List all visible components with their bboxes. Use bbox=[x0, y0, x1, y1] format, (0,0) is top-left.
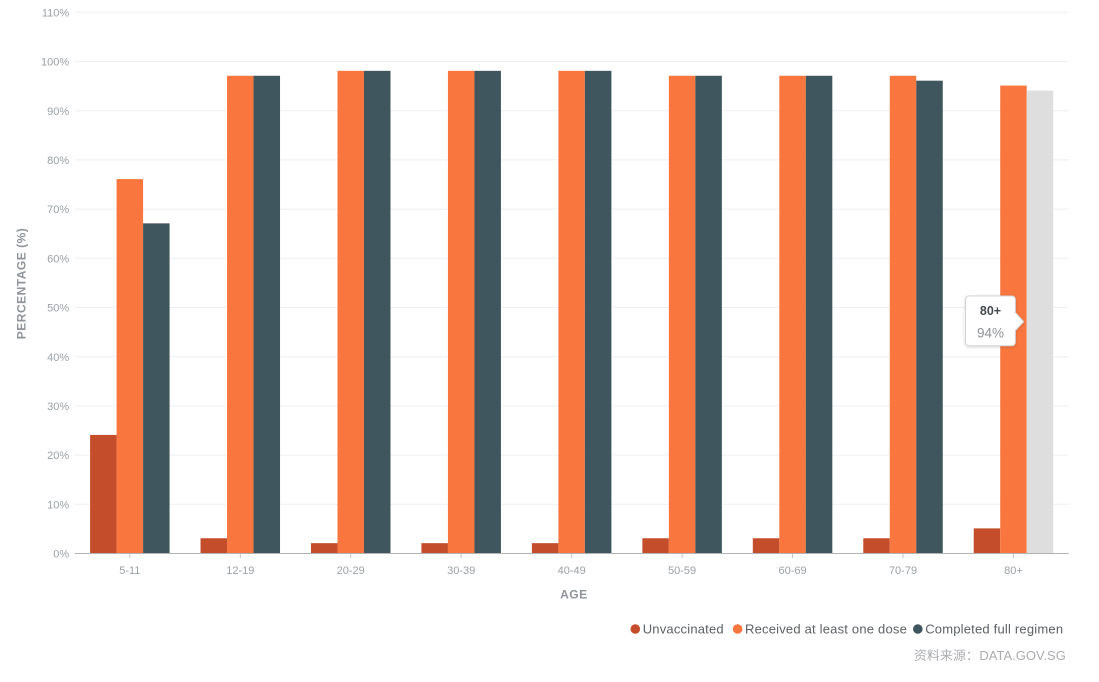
svg-text:80+: 80+ bbox=[1004, 565, 1023, 577]
svg-text:60%: 60% bbox=[47, 253, 69, 265]
svg-text:0%: 0% bbox=[53, 549, 69, 561]
svg-text:20-29: 20-29 bbox=[337, 565, 365, 577]
svg-text:Completed full regimen: Completed full regimen bbox=[925, 622, 1063, 637]
svg-text:80+: 80+ bbox=[980, 304, 1001, 318]
svg-text:12-19: 12-19 bbox=[226, 565, 254, 577]
svg-text:70-79: 70-79 bbox=[889, 565, 917, 577]
svg-text:AGE: AGE bbox=[560, 588, 588, 602]
svg-text:30%: 30% bbox=[47, 401, 69, 413]
svg-text:80%: 80% bbox=[47, 155, 69, 167]
svg-text:50-59: 50-59 bbox=[668, 565, 696, 577]
svg-text:40-49: 40-49 bbox=[558, 565, 586, 577]
svg-text:30-39: 30-39 bbox=[447, 565, 475, 577]
svg-text:100%: 100% bbox=[41, 57, 69, 69]
svg-text:50%: 50% bbox=[47, 303, 69, 315]
svg-text:PERCENTAGE (%): PERCENTAGE (%) bbox=[15, 228, 29, 339]
svg-text:70%: 70% bbox=[47, 204, 69, 216]
svg-text:94%: 94% bbox=[977, 325, 1004, 340]
svg-text:5-11: 5-11 bbox=[119, 565, 140, 577]
svg-text:10%: 10% bbox=[47, 499, 69, 511]
svg-text:40%: 40% bbox=[47, 352, 69, 364]
svg-text:Received at least one dose: Received at least one dose bbox=[745, 622, 907, 637]
svg-text:110%: 110% bbox=[42, 7, 70, 19]
svg-text:90%: 90% bbox=[47, 106, 69, 118]
svg-text:20%: 20% bbox=[47, 450, 69, 462]
svg-text:DATA.GOV.SG: DATA.GOV.SG bbox=[979, 648, 1065, 663]
svg-text:60-69: 60-69 bbox=[778, 565, 806, 577]
svg-text:Unvaccinated: Unvaccinated bbox=[643, 622, 724, 637]
